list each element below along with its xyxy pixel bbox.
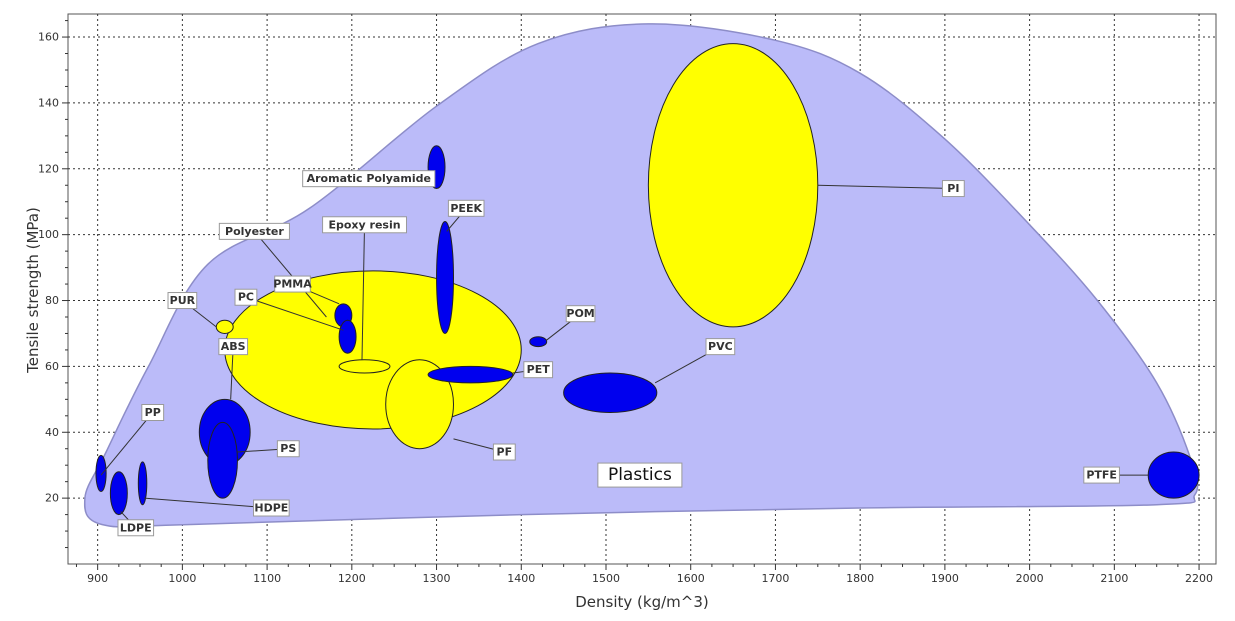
ellipse-pet: [427, 365, 514, 384]
y-tick-label-60: 60: [45, 360, 59, 373]
x-tick-label-1000: 1000: [168, 572, 196, 585]
ellipse-ldpe: [109, 471, 128, 516]
label-aromatic-polyamide: Aromatic Polyamide: [307, 172, 431, 185]
leader-pi: [817, 184, 954, 190]
label-pf: PF: [497, 446, 513, 459]
label-pi: PI: [947, 182, 959, 195]
x-tick-label-2200: 2200: [1185, 572, 1213, 585]
label-box-pvc: [705, 338, 736, 356]
x-tick-label-2100: 2100: [1100, 572, 1128, 585]
label-box-pi: [941, 180, 965, 198]
plastics-label: Plastics: [608, 465, 672, 485]
material-labels: Polyester PI PF PUR Epoxy resin Aromatic Poly…: [117, 170, 1120, 537]
y-tick-label-120: 120: [38, 162, 59, 175]
ellipse-hdpe: [137, 461, 148, 506]
label-pp: PP: [145, 406, 161, 419]
y-tick-label-20: 20: [45, 492, 59, 505]
axes: 900 1000 1100 1200 1300 1400 1500 1600 1700 1800 1…: [38, 20, 1213, 585]
ellipse-pi: [647, 43, 819, 328]
y-tick-label-100: 100: [38, 228, 59, 241]
label-pmma: PMMA: [273, 278, 312, 291]
x-tick-label-900: 900: [87, 572, 108, 585]
label-ps: PS: [280, 442, 296, 455]
label-box-epoxy-resin: [322, 216, 407, 234]
ellipse-polyester: [224, 270, 522, 430]
ellipse-pf: [385, 359, 454, 450]
label-box-polyester: [218, 222, 290, 240]
label-pvc: PVC: [708, 340, 733, 353]
label-box-aromatic-polyamide: [302, 170, 436, 188]
label-box-ps: [276, 440, 300, 458]
x-tick-label-1400: 1400: [507, 572, 535, 585]
label-polyester: Polyester: [225, 225, 284, 238]
label-box-pet: [523, 361, 554, 379]
ellipse-peek: [436, 220, 454, 334]
label-box-pp: [141, 404, 165, 422]
label-box-ptfe: [1083, 466, 1120, 484]
leader-polyester: [254, 231, 327, 318]
label-peek: PEEK: [450, 202, 482, 215]
label-pet: PET: [527, 363, 551, 376]
y-tick-label-140: 140: [38, 96, 59, 109]
leader-epoxy-resin: [361, 224, 366, 360]
x-tick-label-1700: 1700: [761, 572, 789, 585]
label-pc: PC: [238, 291, 254, 304]
label-abs: ABS: [221, 340, 246, 353]
x-tick-label-1600: 1600: [677, 572, 705, 585]
y-tick-label-80: 80: [45, 294, 59, 307]
y-tick-label-160: 160: [38, 31, 59, 44]
x-tick-label-1200: 1200: [338, 572, 366, 585]
label-box-pur: [167, 292, 198, 310]
leader-abs: [230, 346, 234, 400]
ellipse-pur: [215, 319, 234, 334]
material-ellipses: [95, 43, 1200, 516]
y-axis-title: Tensile strength (MPa): [24, 207, 42, 374]
x-tick-label-1900: 1900: [931, 572, 959, 585]
label-box-pc: [234, 288, 258, 306]
x-tick-label-1300: 1300: [423, 572, 451, 585]
label-box-pmma: [274, 275, 311, 293]
label-box-pf: [492, 443, 516, 461]
ellipse-pvc: [563, 372, 658, 414]
leader-pp: [100, 412, 154, 476]
x-tick-label-2000: 2000: [1016, 572, 1044, 585]
label-pom: POM: [566, 307, 594, 320]
ellipse-pc: [338, 319, 357, 354]
label-ldpe: LDPE: [120, 521, 152, 534]
ellipse-epoxy-resin: [338, 359, 391, 374]
ellipse-pom: [529, 336, 548, 348]
label-box-abs: [218, 338, 249, 356]
plastics-label-box: [597, 462, 683, 488]
ellipse-ps: [207, 421, 238, 499]
label-ptfe: PTFE: [1086, 469, 1117, 482]
label-epoxy-resin: Epoxy resin: [328, 218, 400, 231]
label-hdpe: HDPE: [254, 502, 288, 515]
x-tick-label-1500: 1500: [592, 572, 620, 585]
leader-pc: [245, 296, 344, 331]
label-box-pom: [565, 305, 596, 323]
label-box-hdpe: [253, 499, 290, 517]
leader-hdpe: [144, 497, 272, 509]
x-axis-title: Density (kg/m^3): [575, 593, 708, 611]
label-pur: PUR: [170, 294, 196, 307]
ellipse-ptfe: [1147, 451, 1200, 499]
x-tick-label-1100: 1100: [253, 572, 281, 585]
label-box-ldpe: [117, 519, 155, 537]
ellipse-pp: [95, 454, 107, 493]
x-tick-label-1800: 1800: [846, 572, 874, 585]
y-tick-label-40: 40: [45, 426, 59, 439]
label-box-peek: [447, 199, 485, 217]
